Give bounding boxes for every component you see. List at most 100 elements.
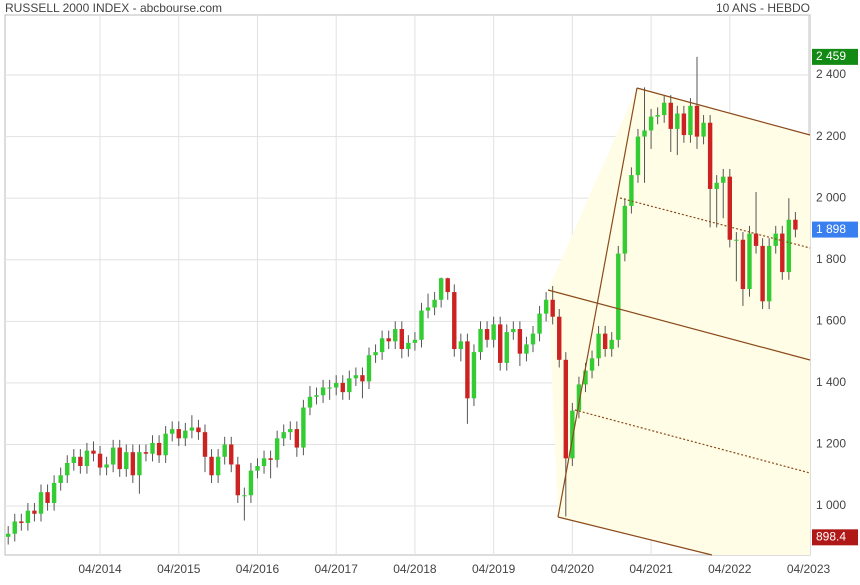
candle-body: [471, 352, 477, 399]
candle-body: [19, 521, 24, 523]
candle-body: [353, 375, 359, 379]
candle-body: [314, 395, 319, 397]
y-tick-label: 1 200: [816, 437, 846, 451]
candle-body: [478, 329, 483, 353]
candle-body: [156, 442, 162, 456]
candle-body: [662, 102, 667, 116]
candle-body: [91, 450, 96, 454]
candle-body: [452, 292, 457, 350]
candle-body: [504, 332, 509, 363]
candle-body: [701, 122, 706, 137]
candle-body: [629, 175, 634, 206]
candle-body: [288, 429, 293, 433]
candle-body: [215, 456, 221, 476]
candle-body: [458, 341, 464, 350]
candle-body: [635, 136, 641, 176]
candles: [6, 56, 798, 545]
candle-body: [465, 341, 470, 399]
x-tick-label: 04/2019: [472, 562, 516, 576]
candle-body: [235, 464, 240, 496]
candle-body: [616, 253, 621, 340]
candle-body: [419, 310, 424, 340]
candle-body: [255, 466, 260, 471]
candle-body: [537, 313, 542, 334]
candle-body: [130, 452, 136, 476]
candle-body: [675, 113, 680, 129]
y-tick-label: 2 200: [816, 129, 846, 143]
candle-body: [268, 458, 273, 460]
candle-body: [557, 316, 562, 360]
candle-body: [12, 521, 17, 534]
candle-body: [170, 429, 175, 434]
candle-body: [707, 122, 713, 189]
candle-body: [334, 382, 339, 388]
candle-body: [484, 329, 490, 340]
candle-body: [209, 456, 214, 476]
candle-body: [281, 432, 286, 439]
candle-body: [38, 492, 44, 514]
candle-body: [307, 396, 313, 408]
candle-body: [373, 352, 378, 356]
candle-body: [406, 342, 411, 350]
candle-body: [668, 102, 673, 129]
candle-body: [438, 278, 444, 300]
candle-body: [340, 382, 345, 393]
candle-body: [714, 182, 719, 189]
chart-title: RUSSELL 2000 INDEX - abcbourse.com: [5, 1, 222, 15]
candle-body: [71, 456, 76, 463]
candle-body: [143, 452, 149, 454]
pitchfork-area: [548, 88, 810, 555]
candle-body: [753, 233, 759, 246]
candle-body: [32, 510, 37, 514]
price-marker: [812, 48, 858, 65]
price-marker-label: 1 898: [816, 222, 846, 236]
pitchfork-handle: [557, 87, 638, 518]
candle-body: [393, 329, 398, 342]
x-tick-label: 04/2021: [629, 562, 673, 576]
candle-body: [45, 492, 50, 503]
candle-body: [58, 475, 63, 483]
candle-body: [498, 324, 503, 363]
candle-body: [51, 482, 57, 503]
x-tick-label: 04/2017: [315, 562, 359, 576]
candle-body: [248, 470, 254, 496]
candle-body: [347, 378, 352, 393]
candle-body: [622, 205, 628, 254]
candle-body: [570, 410, 575, 459]
candle-body: [97, 453, 103, 468]
price-marker: [812, 221, 858, 238]
x-tick-label: 04/2023: [787, 562, 831, 576]
candle-body: [294, 429, 300, 448]
candle-body: [589, 358, 595, 371]
candle-body: [721, 176, 726, 183]
candle-body: [727, 176, 732, 240]
candle-body: [491, 324, 496, 340]
pitchfork-median: [574, 409, 811, 474]
candle-body: [84, 450, 90, 467]
candle-body: [602, 333, 608, 350]
y-tick-label: 1 600: [816, 314, 846, 328]
candle-body: [550, 299, 555, 317]
candle-body: [766, 245, 772, 302]
x-tick-label: 04/2018: [393, 562, 437, 576]
candle-body: [517, 329, 523, 354]
candle-body: [786, 219, 792, 273]
candle-body: [445, 278, 450, 293]
candle-body: [25, 510, 31, 523]
candle-body: [642, 130, 647, 137]
candle-body: [524, 344, 529, 354]
x-tick-label: 04/2022: [708, 562, 752, 576]
x-tick-label: 04/2014: [78, 562, 122, 576]
candle-body: [688, 105, 693, 136]
candle-body: [124, 452, 129, 470]
price-marker-label: 898.4: [816, 530, 846, 544]
candle-body: [432, 299, 437, 308]
candle-body: [583, 370, 588, 385]
x-tick-label: 04/2015: [157, 562, 201, 576]
price-marker: [812, 529, 858, 546]
candle-body: [274, 438, 280, 460]
candle-body: [229, 444, 234, 465]
candle-body: [117, 447, 122, 470]
candle-body: [189, 427, 195, 431]
pitchfork-line: [557, 516, 713, 556]
